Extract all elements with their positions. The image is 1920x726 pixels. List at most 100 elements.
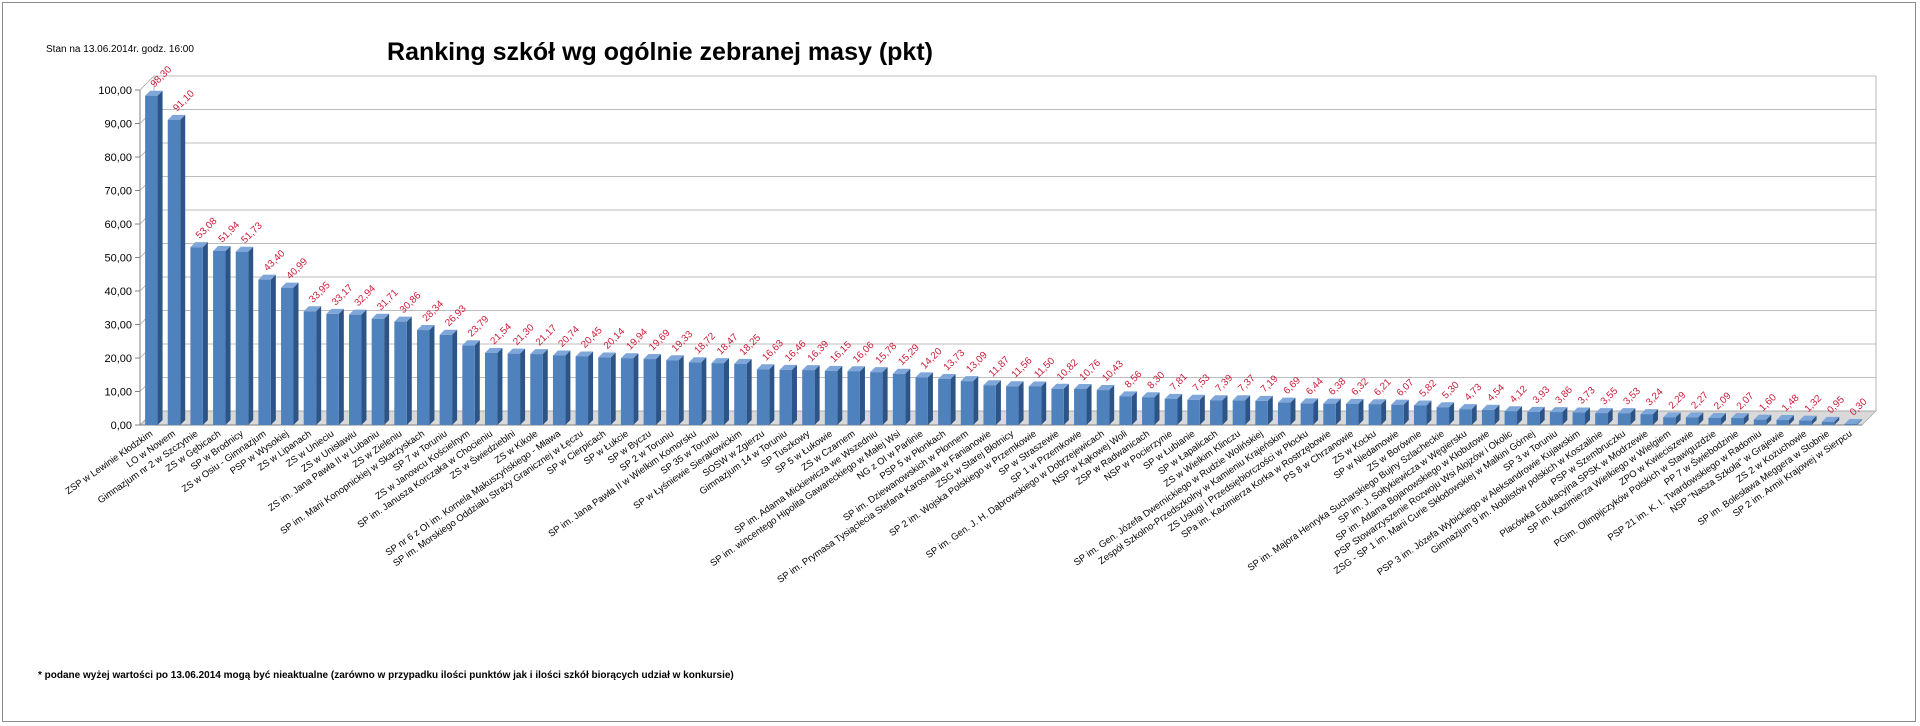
- bar-top: [1481, 404, 1500, 410]
- bar-top: [416, 325, 435, 331]
- y-tick-label: 30,00: [104, 320, 132, 332]
- bar: [1345, 398, 1364, 425]
- data-label: 11,56: [1010, 355, 1035, 380]
- bar-front: [1028, 386, 1042, 425]
- bar-top: [756, 364, 775, 370]
- bar-side: [610, 352, 616, 425]
- bar-top: [371, 313, 390, 319]
- bar-top: [235, 246, 254, 252]
- bar-front: [1640, 414, 1653, 425]
- bar-top: [779, 364, 797, 370]
- bar-top: [1708, 412, 1726, 418]
- bar-front: [1074, 388, 1087, 425]
- gridline: [139, 75, 1876, 91]
- bar-top: [1345, 398, 1364, 404]
- bar-side: [406, 316, 412, 425]
- bar-side: [1063, 383, 1069, 425]
- bar-side: [429, 325, 435, 425]
- bar-front: [734, 363, 747, 425]
- bar-top: [1006, 381, 1024, 387]
- bar: [552, 350, 571, 425]
- data-label: 20,45: [579, 325, 605, 351]
- bar-front: [213, 251, 226, 425]
- bar: [258, 274, 276, 425]
- bar-top: [1051, 383, 1069, 389]
- bar: [1685, 412, 1704, 425]
- bar-side: [1290, 397, 1296, 425]
- bar-side: [1539, 406, 1545, 425]
- data-label: 19,69: [647, 327, 673, 353]
- data-label: 7,53: [1191, 372, 1213, 394]
- bar-top: [734, 358, 752, 364]
- bar-top: [1821, 416, 1840, 422]
- data-label: 91,10: [171, 88, 197, 114]
- bar-front: [1300, 403, 1314, 425]
- bar: [1821, 416, 1840, 425]
- bar-side: [1335, 398, 1341, 425]
- bar-top: [167, 114, 186, 120]
- bar-side: [248, 246, 254, 425]
- bar: [1096, 385, 1115, 425]
- data-label: 10,43: [1100, 358, 1126, 384]
- bar: [349, 309, 367, 425]
- bar-top: [892, 368, 911, 374]
- bar-side: [1086, 383, 1092, 425]
- data-label: 6,69: [1282, 375, 1304, 397]
- bar-front: [1617, 413, 1631, 425]
- data-label: 14,20: [919, 346, 945, 372]
- bar-front: [1277, 402, 1291, 425]
- data-label: 6,32: [1350, 376, 1372, 398]
- bar-top: [1753, 414, 1772, 420]
- footnote: * podane wyżej wartości po 13.06.2014 mo…: [38, 670, 734, 681]
- bar: [235, 246, 254, 425]
- bar-top: [1391, 399, 1409, 405]
- data-label: 18,25: [738, 332, 764, 358]
- y-tick-label: 80,00: [104, 152, 132, 164]
- bar-front: [756, 369, 770, 425]
- bar: [756, 364, 775, 425]
- bar-side: [859, 366, 865, 425]
- bar-front: [1413, 405, 1427, 425]
- bar-front: [1844, 423, 1857, 425]
- data-label: 11,50: [1032, 355, 1057, 380]
- bar-front: [915, 377, 928, 425]
- data-label: 16,63: [760, 338, 786, 364]
- bar-top: [1459, 404, 1477, 410]
- bar-side: [1652, 409, 1658, 425]
- data-label: 7,19: [1259, 373, 1281, 395]
- bar: [190, 242, 208, 425]
- bar-front: [1527, 411, 1540, 425]
- bar: [439, 329, 458, 425]
- bar-side: [1698, 412, 1704, 425]
- bar-top: [711, 358, 730, 364]
- bar: [416, 325, 435, 425]
- bar-top: [281, 282, 299, 288]
- bar-side: [791, 364, 797, 425]
- bar-top: [802, 365, 820, 371]
- bar-front: [1549, 412, 1563, 425]
- bar-front: [1436, 407, 1450, 425]
- bar-side: [1766, 414, 1772, 425]
- bar-front: [1776, 420, 1789, 425]
- bar-side: [701, 357, 707, 425]
- bar-side: [1517, 406, 1523, 425]
- bar: [1708, 412, 1726, 425]
- bar-side: [180, 114, 186, 425]
- bar-front: [1255, 400, 1268, 425]
- data-label: 1,60: [1757, 392, 1779, 414]
- bar-side: [1381, 399, 1387, 425]
- data-label: 3,53: [1621, 385, 1643, 407]
- bar-top: [983, 380, 1001, 386]
- bar: [575, 351, 594, 425]
- bar-side: [520, 348, 526, 425]
- data-label: 13,73: [942, 347, 968, 373]
- bar-front: [1731, 418, 1744, 425]
- bar-front: [371, 318, 385, 425]
- data-label: 23,79: [466, 314, 492, 340]
- bar: [462, 340, 480, 425]
- bar: [1572, 407, 1591, 425]
- bar-side: [995, 380, 1001, 425]
- bar-top: [326, 308, 344, 314]
- bar-front: [688, 362, 702, 425]
